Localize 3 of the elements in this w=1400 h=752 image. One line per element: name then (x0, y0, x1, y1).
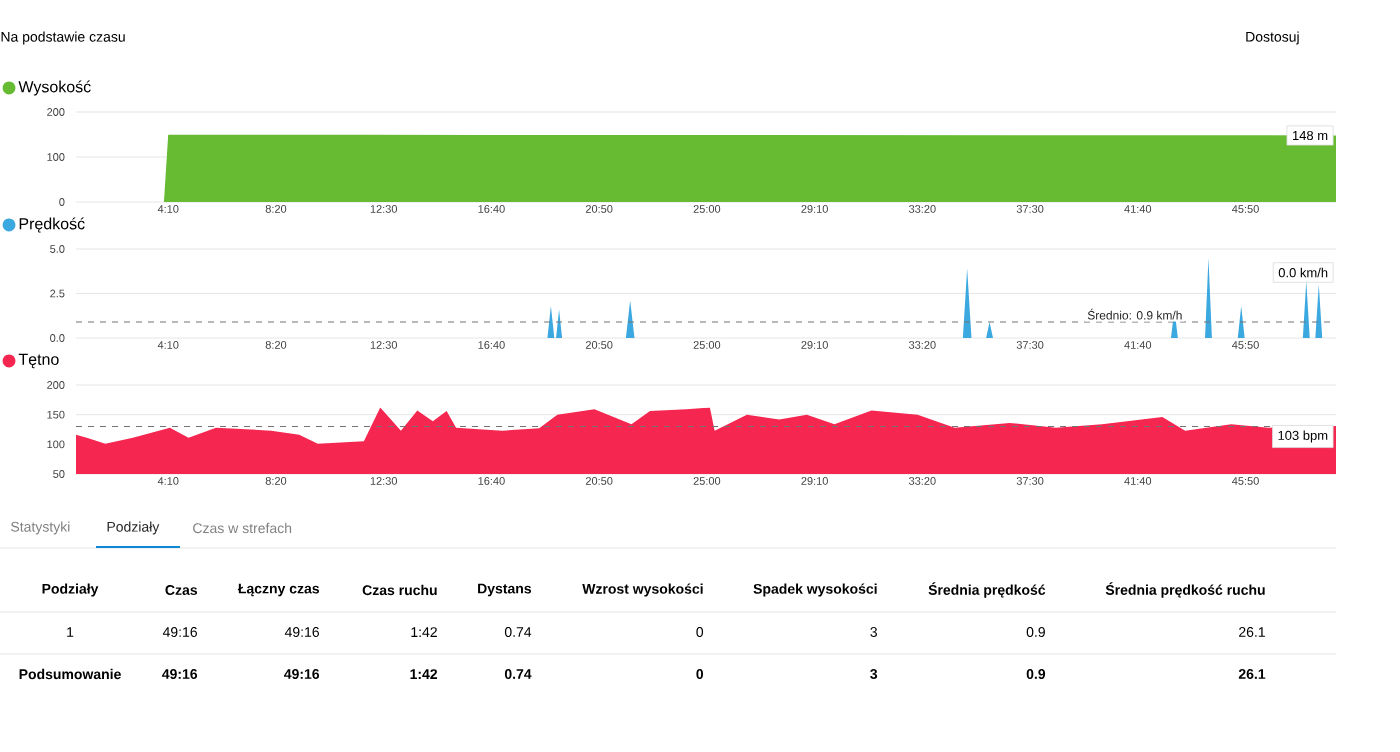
legend-label: Prędkość (19, 217, 85, 233)
legend-label: Wysokość (18, 80, 91, 96)
legend-label: Tętno (18, 353, 59, 369)
